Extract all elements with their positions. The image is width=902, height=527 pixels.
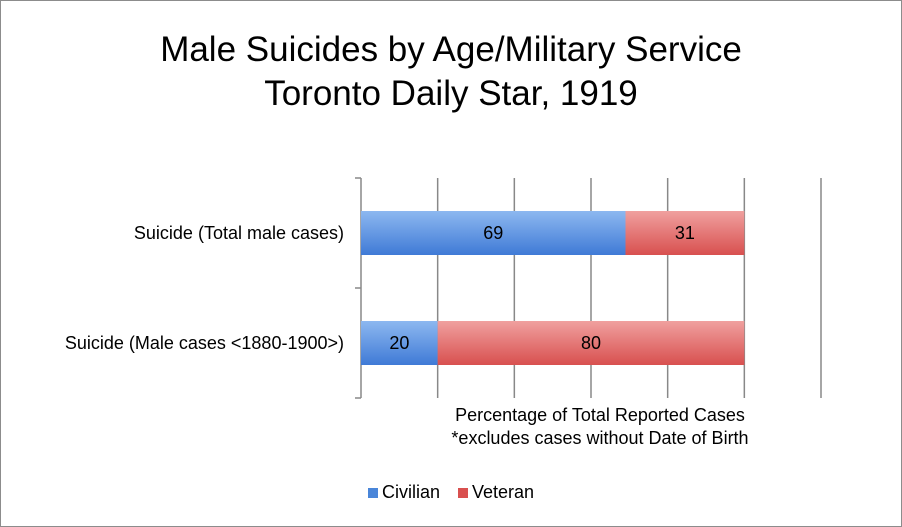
bars (361, 211, 745, 365)
data-label-veteran-1: 80 (581, 333, 601, 353)
chart-title-line-2: Toronto Daily Star, 1919 (264, 74, 638, 113)
category-axis (355, 177, 362, 399)
x-axis-label-line-1: Percentage of Total Reported Cases (455, 405, 745, 425)
data-label-veteran-0: 31 (675, 223, 695, 243)
legend-item-veteran: Veteran (457, 482, 535, 503)
chart-title: Male Suicides by Age/Military Service To… (0, 28, 902, 116)
x-axis-label-line-2: *excludes cases without Date of Birth (451, 428, 749, 448)
category-label-0: Suicide (Total male cases) (134, 223, 344, 243)
legend-swatch-civilian (367, 487, 378, 498)
legend: Civilian Veteran (0, 482, 902, 503)
bar-veteran-1 (437, 321, 745, 365)
bar-civilian-0 (361, 211, 626, 255)
legend-swatch-veteran (457, 487, 468, 498)
legend-item-civilian: Civilian (367, 482, 440, 503)
category-label-1: Suicide (Male cases <1880-1900>) (65, 333, 344, 353)
chart-title-line-1: Male Suicides by Age/Military Service (160, 30, 742, 69)
legend-label-civilian: Civilian (381, 482, 440, 502)
x-axis-label: Percentage of Total Reported Cases *excl… (380, 404, 820, 450)
bar-veteran-0 (625, 211, 745, 255)
data-label-civilian-1: 20 (389, 333, 409, 353)
bar-civilian-1 (361, 321, 438, 365)
legend-label-veteran: Veteran (471, 482, 535, 502)
labels: 69 31 Suicide (Total male cases) 20 80 Suicid… (65, 223, 695, 353)
data-label-civilian-0: 69 (483, 223, 503, 243)
